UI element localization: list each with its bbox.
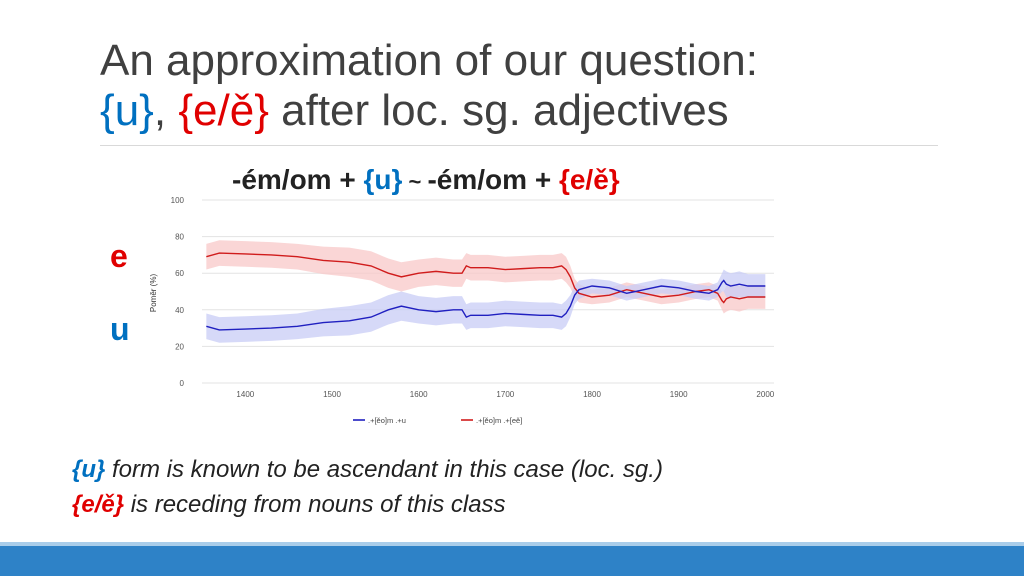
heading-e-form: {e/ě} — [558, 164, 620, 195]
series-lines — [206, 252, 766, 331]
note-line-1: {u} form is known to be ascendant in thi… — [72, 452, 663, 487]
x-tick-label: 1800 — [583, 390, 601, 399]
heading-part-2: -ém/om + — [427, 164, 559, 195]
x-tick-label: 2000 — [756, 390, 774, 399]
x-tick-label: 1500 — [323, 390, 341, 399]
y-tick-label: 0 — [180, 379, 185, 388]
notes: {u} form is known to be ascendant in thi… — [72, 452, 663, 522]
y-tick-label: 20 — [175, 342, 184, 351]
heading-part-1: -ém/om + — [232, 164, 364, 195]
confidence-bands — [206, 240, 766, 343]
title-line-1: An approximation of our question: — [100, 36, 758, 85]
legend: .+[ěo]m .+u .+[ěo]m .+[eě] — [353, 416, 522, 425]
y-axis-label: Poměr (%) — [149, 274, 158, 313]
tick-labels: 0 20 40 60 80 100 1400 1500 1600 1700 1800 1900 2000 — [171, 196, 775, 399]
x-tick-label: 1600 — [410, 390, 428, 399]
y-tick-label: 80 — [175, 233, 184, 242]
title-comma: , — [153, 86, 167, 135]
legend-label: .+[ěo]m .+[eě] — [476, 416, 522, 425]
x-tick-label: 1400 — [236, 390, 254, 399]
x-tick-label: 1700 — [496, 390, 514, 399]
title-e-form: {e/ě} — [178, 86, 269, 135]
footer-band — [0, 542, 1024, 576]
series-band — [206, 269, 766, 343]
heading-u-form: {u} — [363, 164, 403, 195]
slide-title: An approximation of our question: {u}, {… — [100, 36, 758, 136]
series-line — [206, 252, 766, 304]
legend-label: .+[ěo]m .+u — [368, 416, 406, 425]
chart-heading: -ém/om + {u} ~ -ém/om + {e/ě} — [232, 164, 620, 196]
series-label-e: e — [110, 238, 128, 274]
note-1-text: form is known to be ascendant in this ca… — [105, 456, 663, 483]
note-line-2: {e/ě} is receding from nouns of this cla… — [72, 487, 663, 522]
series-label-u: u — [110, 311, 130, 347]
note-1-key: {u} — [72, 456, 106, 483]
title-rest: after loc. sg. adjectives — [281, 86, 729, 135]
title-divider — [100, 145, 938, 146]
series-line — [206, 279, 766, 331]
heading-tilde: ~ — [402, 169, 428, 194]
y-tick-label: 40 — [175, 306, 184, 315]
y-tick-label: 60 — [175, 269, 184, 278]
note-2-key: {e/ě} — [72, 491, 125, 518]
note-2-text: is receding from nouns of this class — [124, 491, 506, 518]
x-tick-label: 1900 — [670, 390, 688, 399]
y-tick-label: 100 — [171, 196, 185, 205]
line-chart: 0 20 40 60 80 100 1400 1500 1600 1700 1800 1900 2000… — [149, 196, 775, 425]
title-u-form: {u} — [100, 86, 154, 135]
